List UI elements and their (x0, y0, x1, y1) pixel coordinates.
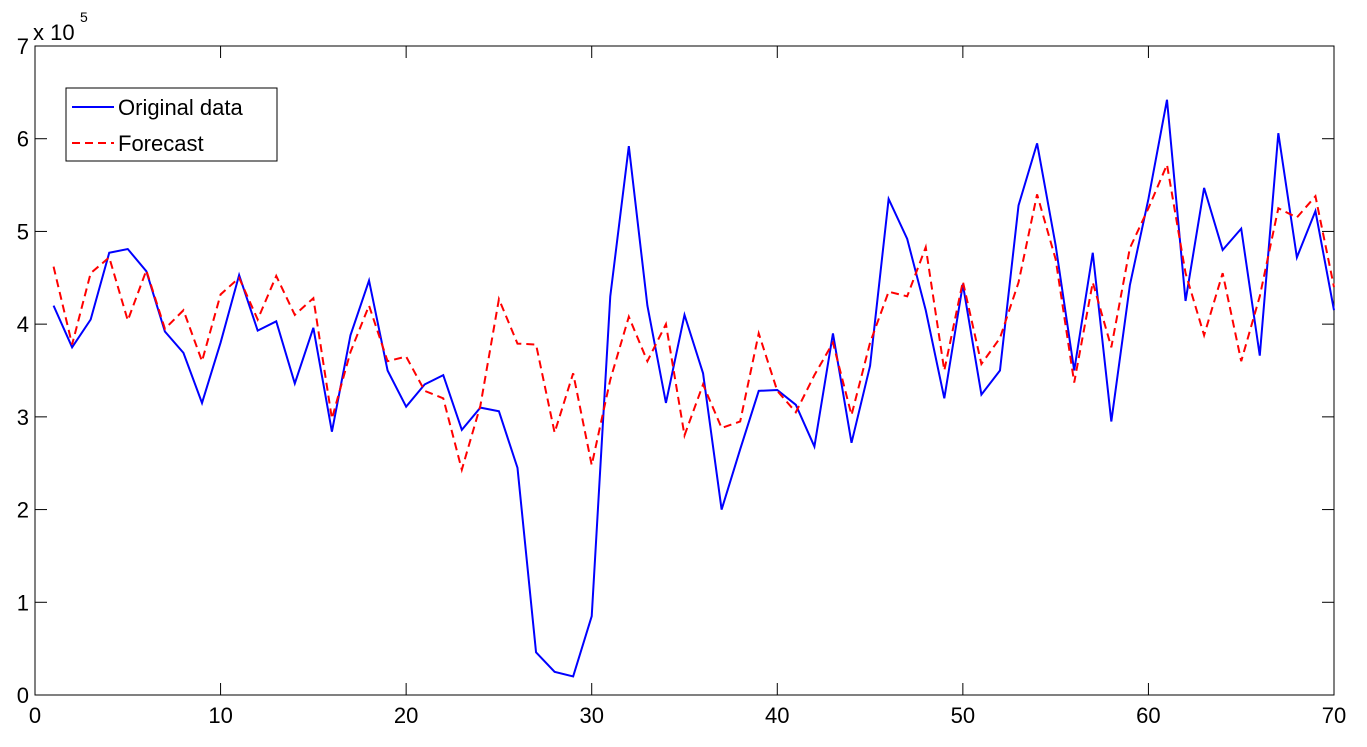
series-line (52, 99, 1335, 678)
legend-label: Original data (118, 95, 244, 120)
x-tick-label: 10 (208, 703, 232, 728)
y-tick-label: 5 (17, 219, 29, 244)
x-tick-label: 30 (579, 703, 603, 728)
y-tick-label: 7 (17, 34, 29, 59)
x-tick-label: 60 (1136, 703, 1160, 728)
x-tick-label: 50 (951, 703, 975, 728)
x-tick-label: 0 (29, 703, 41, 728)
y-tick-label: 1 (17, 590, 29, 615)
y-tick-label: 3 (17, 405, 29, 430)
y-multiplier-exponent: 5 (80, 9, 88, 25)
y-tick-label: 2 (17, 498, 29, 523)
legend-box (65, 87, 278, 162)
x-tick-label: 70 (1322, 703, 1346, 728)
y-tick-label: 4 (17, 312, 29, 337)
series-line (52, 161, 1335, 474)
x-tick-label: 40 (765, 703, 789, 728)
y-tick-label: 6 (17, 127, 29, 152)
x-tick-label: 20 (394, 703, 418, 728)
y-multiplier: x 10 (33, 20, 75, 45)
legend-label: Forecast (118, 131, 204, 156)
y-tick-label: 0 (17, 683, 29, 708)
